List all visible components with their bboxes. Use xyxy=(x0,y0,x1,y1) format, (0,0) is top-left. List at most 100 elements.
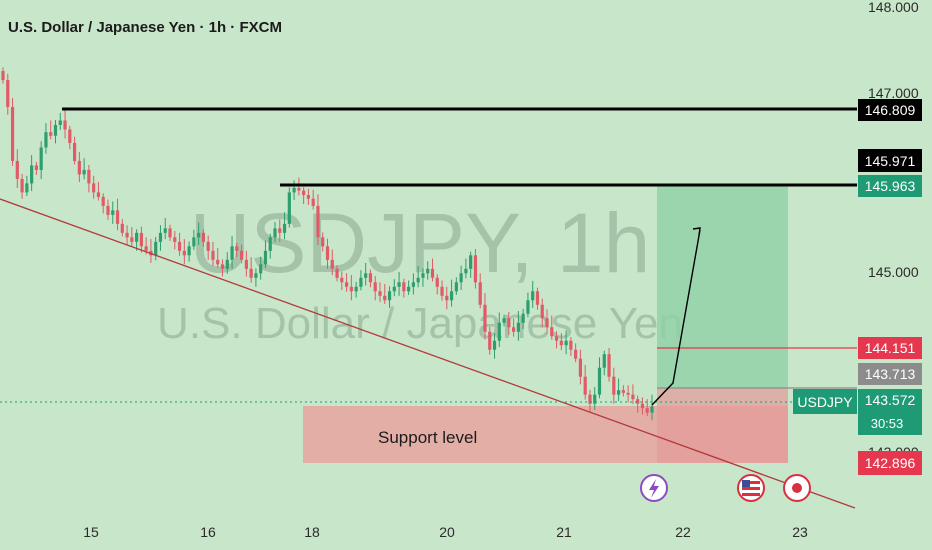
symbol-tag-text: USDJPY xyxy=(797,394,853,410)
candle-body xyxy=(282,223,287,233)
x-tick-label: 21 xyxy=(556,524,572,540)
candle-body xyxy=(554,336,559,341)
candle-body xyxy=(120,223,124,233)
candle-body xyxy=(349,286,353,292)
candle-body xyxy=(125,232,129,238)
price-tag-support-text: 142.896 xyxy=(865,455,916,471)
candle-body xyxy=(550,327,554,337)
candle-body xyxy=(602,354,606,368)
candle-body xyxy=(63,120,67,130)
price-tag-146809-text: 146.809 xyxy=(865,102,916,118)
candle-body xyxy=(545,318,549,328)
candle-body xyxy=(559,340,563,346)
candle-body xyxy=(588,394,592,404)
candle-body xyxy=(249,268,253,278)
candle-body xyxy=(469,255,473,269)
candle-body xyxy=(645,408,649,413)
arrowhead-icon xyxy=(692,227,701,236)
candle-body xyxy=(177,241,182,251)
candle-body xyxy=(435,277,439,287)
japan-flag-event-icon[interactable] xyxy=(783,474,811,502)
candle-body xyxy=(330,259,334,269)
candle-body xyxy=(440,286,444,296)
candle-body xyxy=(211,250,215,260)
x-tick-label: 18 xyxy=(304,524,320,540)
candle-body xyxy=(373,282,377,292)
candle-body xyxy=(182,250,186,256)
candle-body xyxy=(206,241,210,251)
price-tag-current xyxy=(858,389,922,435)
candle-body xyxy=(10,106,15,161)
candle-body xyxy=(173,237,177,242)
candle-body xyxy=(421,273,425,278)
candle-body xyxy=(621,390,625,393)
price-tag-entry xyxy=(858,363,922,385)
candle-body xyxy=(20,178,24,193)
candle-body xyxy=(197,232,201,238)
us-flag-event-icon[interactable] xyxy=(737,474,765,502)
candle-body xyxy=(578,358,583,377)
candle-body xyxy=(6,80,10,107)
x-tick-label: 20 xyxy=(439,524,455,540)
candle-body xyxy=(488,331,492,350)
candle-body xyxy=(526,300,530,314)
candle-body xyxy=(478,282,482,305)
candle-body xyxy=(220,264,225,269)
candle-body xyxy=(344,282,349,287)
candle-body xyxy=(607,354,611,377)
candle-body xyxy=(364,273,368,278)
candle-body xyxy=(244,259,248,269)
candle-body xyxy=(268,237,272,251)
candle-body xyxy=(569,340,573,350)
candle-body xyxy=(378,291,382,296)
price-tag-support xyxy=(858,451,922,475)
candle-body xyxy=(115,210,120,224)
candle-body xyxy=(402,282,406,292)
candle-body xyxy=(616,390,621,395)
candle-body xyxy=(53,124,58,136)
candle-body xyxy=(411,282,415,287)
y-tick-label: 148.000 xyxy=(868,0,919,15)
x-tick-label: 15 xyxy=(83,524,99,540)
y-tick-label: 147.000 xyxy=(868,85,919,101)
candle-body xyxy=(77,160,81,175)
candle-body xyxy=(464,268,468,274)
countdown-text: 30:53 xyxy=(871,416,904,431)
candle-body xyxy=(192,237,196,247)
lightning-event-icon[interactable] xyxy=(640,474,668,502)
candle-body xyxy=(306,195,311,199)
chart-title: U.S. Dollar / Japanese Yen · 1h · FXCM xyxy=(8,19,282,36)
candle-body xyxy=(96,192,101,197)
candle-body xyxy=(39,147,43,170)
price-tag-target-text: 145.963 xyxy=(865,178,916,194)
candle-body xyxy=(521,313,525,323)
x-tick-label: 23 xyxy=(792,524,808,540)
candle-body xyxy=(168,228,172,238)
candle-body xyxy=(216,259,220,265)
support-level-label: Support level xyxy=(378,428,477,447)
candle-body xyxy=(325,246,330,260)
candle-body xyxy=(235,246,239,251)
candle-body xyxy=(15,160,19,179)
descending-trendline[interactable] xyxy=(0,198,856,509)
candle-body xyxy=(44,132,48,148)
candle-body xyxy=(531,291,535,301)
candle-body xyxy=(240,250,244,260)
candle-body xyxy=(383,295,387,301)
candle-body xyxy=(139,232,143,247)
candle-body xyxy=(187,246,191,256)
watermark-name: U.S. Dollar / Japanese Yen xyxy=(157,299,683,348)
candle-body xyxy=(287,192,291,224)
candle-body xyxy=(359,277,363,287)
candle-body xyxy=(158,232,163,242)
candle-body xyxy=(316,205,320,238)
candle-body xyxy=(340,277,344,283)
candle-body xyxy=(263,250,268,265)
candle-body xyxy=(512,327,516,332)
candle-body xyxy=(354,286,358,292)
candle-body xyxy=(650,406,654,413)
candle-body xyxy=(135,232,139,242)
candle-body xyxy=(564,340,568,346)
candle-body xyxy=(593,394,597,404)
